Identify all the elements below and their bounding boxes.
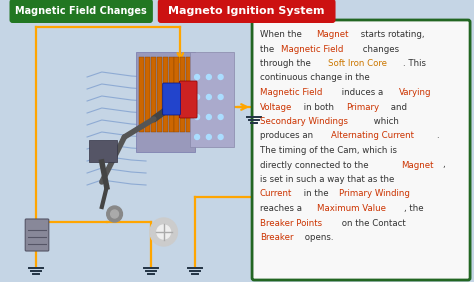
FancyBboxPatch shape: [158, 0, 336, 23]
Text: induces a: induces a: [339, 88, 386, 97]
Text: . This: . This: [402, 59, 426, 68]
Circle shape: [218, 135, 223, 140]
FancyBboxPatch shape: [9, 0, 153, 23]
Circle shape: [206, 74, 211, 80]
Circle shape: [150, 218, 177, 246]
Text: Breaker: Breaker: [260, 233, 293, 242]
Text: which: which: [372, 117, 399, 126]
FancyBboxPatch shape: [181, 57, 185, 132]
Text: produces an: produces an: [260, 131, 316, 140]
Circle shape: [218, 94, 223, 100]
FancyBboxPatch shape: [139, 57, 144, 132]
Text: through the: through the: [260, 59, 313, 68]
Text: Magnetic Field: Magnetic Field: [260, 88, 322, 97]
FancyBboxPatch shape: [145, 57, 150, 132]
Circle shape: [195, 135, 200, 140]
Circle shape: [206, 114, 211, 120]
Text: Current: Current: [260, 190, 292, 199]
Text: in both: in both: [301, 102, 337, 111]
Text: Magnet: Magnet: [401, 160, 434, 169]
Text: and: and: [388, 102, 407, 111]
FancyBboxPatch shape: [186, 57, 191, 132]
Text: changes: changes: [361, 45, 400, 54]
Text: Alternating Current: Alternating Current: [331, 131, 414, 140]
Text: on the Contact: on the Contact: [338, 219, 405, 228]
Circle shape: [107, 206, 122, 222]
Circle shape: [218, 74, 223, 80]
Text: starts rotating,: starts rotating,: [358, 30, 424, 39]
FancyBboxPatch shape: [151, 57, 156, 132]
Text: Secondary Windings: Secondary Windings: [260, 117, 348, 126]
FancyBboxPatch shape: [190, 52, 234, 147]
Text: ,: ,: [442, 160, 445, 169]
Circle shape: [195, 114, 200, 120]
Text: When the: When the: [260, 30, 305, 39]
Text: Breaker Points: Breaker Points: [260, 219, 322, 228]
Text: Primary Winding: Primary Winding: [339, 190, 410, 199]
Text: Maximum Value: Maximum Value: [317, 204, 386, 213]
Text: Primary: Primary: [346, 102, 379, 111]
Text: opens.: opens.: [302, 233, 334, 242]
Text: Varying: Varying: [399, 88, 431, 97]
Circle shape: [206, 94, 211, 100]
Text: , the: , the: [404, 204, 424, 213]
Circle shape: [195, 94, 200, 100]
FancyBboxPatch shape: [179, 81, 197, 118]
Circle shape: [110, 210, 118, 218]
Text: Magnetic Field Changes: Magnetic Field Changes: [15, 6, 147, 16]
Text: Magneto Ignition System: Magneto Ignition System: [168, 6, 325, 16]
FancyBboxPatch shape: [25, 219, 49, 251]
Text: .: .: [436, 131, 438, 140]
Text: the: the: [260, 45, 277, 54]
Circle shape: [157, 225, 171, 239]
Text: reaches a: reaches a: [260, 204, 305, 213]
FancyBboxPatch shape: [174, 57, 179, 132]
Text: The timing of the Cam, which is: The timing of the Cam, which is: [260, 146, 397, 155]
FancyBboxPatch shape: [89, 140, 117, 162]
Circle shape: [218, 114, 223, 120]
Text: directly connected to the: directly connected to the: [260, 160, 371, 169]
Text: continuous change in the: continuous change in the: [260, 74, 370, 83]
Circle shape: [195, 74, 200, 80]
FancyBboxPatch shape: [169, 57, 173, 132]
FancyBboxPatch shape: [163, 57, 168, 132]
Text: is set in such a way that as the: is set in such a way that as the: [260, 175, 394, 184]
FancyBboxPatch shape: [157, 57, 162, 132]
Text: Magnet: Magnet: [317, 30, 349, 39]
FancyBboxPatch shape: [136, 52, 195, 152]
Text: Soft Iron Core: Soft Iron Core: [328, 59, 387, 68]
Text: Voltage: Voltage: [260, 102, 292, 111]
FancyBboxPatch shape: [163, 83, 181, 115]
Text: Magnetic Field: Magnetic Field: [282, 45, 344, 54]
FancyBboxPatch shape: [252, 20, 470, 280]
Circle shape: [206, 135, 211, 140]
Text: in the: in the: [301, 190, 331, 199]
